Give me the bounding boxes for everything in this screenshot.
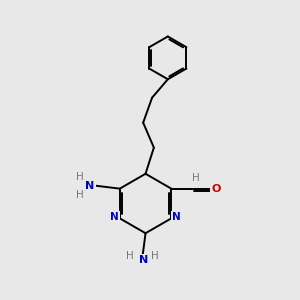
Text: H: H bbox=[126, 251, 134, 261]
Text: H: H bbox=[76, 172, 84, 182]
Text: O: O bbox=[212, 184, 221, 194]
Text: H: H bbox=[151, 251, 159, 261]
Text: N: N bbox=[85, 181, 95, 191]
Text: N: N bbox=[139, 255, 148, 265]
Text: N: N bbox=[172, 212, 181, 222]
Text: H: H bbox=[192, 173, 200, 183]
Text: H: H bbox=[76, 190, 84, 200]
Text: N: N bbox=[110, 212, 119, 222]
